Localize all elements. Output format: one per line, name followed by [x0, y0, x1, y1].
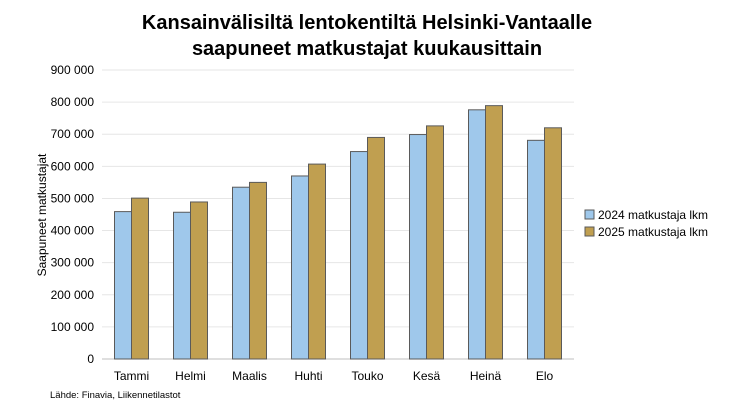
bar-2024 [468, 109, 486, 360]
bar-2024 [350, 151, 368, 360]
chart-title-line-1: Kansainvälisiltä lentokentiltä Helsinki-… [142, 12, 592, 34]
bar-2025 [544, 127, 562, 360]
y-tick-label: 700 000 [51, 127, 95, 141]
legend-label: 2024 matkustaja lkm [598, 208, 708, 222]
y-tick-label: 800 000 [51, 95, 95, 109]
bar-2025 [308, 163, 326, 360]
legend-swatch [584, 209, 595, 220]
x-tick-label: Huhti [294, 369, 322, 383]
y-axis-label: Saapuneet matkustajat [35, 153, 49, 276]
bar-2024 [527, 139, 545, 360]
x-tick-label: Touko [351, 369, 383, 383]
y-tick-label: 900 000 [51, 63, 95, 77]
y-tick-label: 300 000 [51, 256, 95, 270]
bar-2024 [173, 211, 191, 360]
x-tick-label: Kesä [413, 369, 441, 383]
legend-label: 2025 matkustaja lkm [598, 225, 708, 239]
y-tick-label: 400 000 [51, 224, 95, 238]
y-tick-label: 0 [87, 352, 94, 366]
y-tick-label: 200 000 [51, 288, 95, 302]
bar-2025 [190, 201, 208, 360]
bar-2025 [249, 181, 267, 360]
bar-2024 [232, 186, 250, 360]
y-tick-label: 500 000 [51, 191, 95, 205]
bar-2025 [131, 197, 149, 360]
x-tick-label: Maalis [232, 369, 267, 383]
bar-2024 [409, 134, 427, 360]
x-tick-label: Helmi [175, 369, 206, 383]
chart-title-line-2: saapuneet matkustajat kuukausittain [192, 38, 542, 60]
bar-2025 [485, 105, 503, 360]
y-tick-label: 600 000 [51, 159, 95, 173]
x-tick-label: Elo [536, 369, 554, 383]
bar-2024 [291, 175, 309, 360]
y-tick-label: 100 000 [51, 320, 95, 334]
source-note: Lähde: Finavia, Liikennetilastot [50, 390, 181, 401]
bar-2024 [114, 211, 132, 360]
bar-2025 [367, 136, 385, 360]
x-tick-label: Heinä [470, 369, 502, 383]
x-tick-label: Tammi [114, 369, 149, 383]
legend-swatch [584, 226, 595, 237]
bar-2025 [426, 125, 444, 360]
